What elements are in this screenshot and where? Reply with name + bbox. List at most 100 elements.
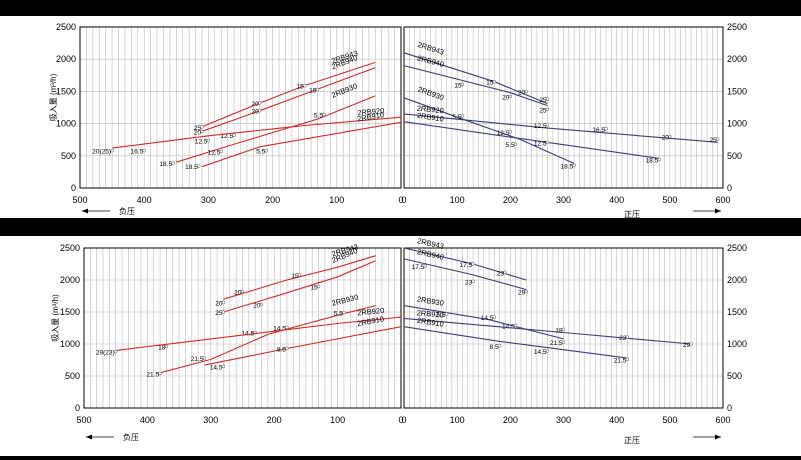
data-point-label: 12.5 (534, 123, 547, 130)
data-point-label: 20 (253, 302, 261, 309)
data-point-marker (508, 130, 513, 134)
bottom-black-bar (0, 456, 801, 460)
data-point-label: 18.5 (560, 163, 573, 170)
y-tick-label: 1500 (727, 307, 747, 317)
series-line-2RB930 (403, 97, 575, 165)
y-axis-label: 吸入量 (m³/h) (49, 73, 58, 121)
x-tick-label: 500 (662, 195, 677, 205)
data-point-marker (498, 344, 502, 348)
y-tick-label: 0 (727, 403, 732, 413)
data-point-marker (221, 364, 226, 369)
x-tick-label: 300 (556, 415, 571, 425)
x-tick-label: 100 (329, 195, 344, 205)
data-point-marker (258, 109, 262, 113)
x-tick-label: 0 (401, 415, 406, 425)
data-point-marker (232, 133, 236, 137)
data-point-label: 25 (709, 137, 717, 144)
data-point-label: 5.5 (334, 311, 343, 318)
x-tick-label: 300 (203, 415, 218, 425)
data-point-label: 25 (215, 310, 223, 317)
left-panel-frame (79, 26, 402, 189)
data-point-marker (316, 284, 321, 289)
x-tick-label: 400 (137, 195, 152, 205)
data-point-label: 14.5 (534, 349, 547, 356)
data-point-label: 21.5 (146, 371, 159, 378)
right-arrow-head (715, 208, 721, 214)
data-point-label: 12.5 (497, 130, 510, 137)
data-point-marker (164, 344, 169, 349)
data-point-marker (142, 148, 146, 153)
data-point-label: 20 (662, 134, 670, 141)
data-point-label: 20 (252, 109, 260, 116)
data-point-label: 20 (215, 300, 223, 307)
y-tick-label: 0 (71, 183, 76, 193)
data-point-label: 14.5 (273, 325, 286, 332)
data-point-label: 18 (555, 327, 563, 334)
series-name-label: 2RB930 (331, 292, 359, 307)
series-name-label: 2RB910 (416, 316, 444, 329)
series-line-2RB910 (204, 326, 402, 366)
data-point-label: 20(25) (92, 149, 111, 156)
series-line-2RB943 (223, 255, 376, 300)
data-point-marker (303, 83, 307, 88)
data-point-label: 18 (158, 345, 166, 352)
data-point-marker (264, 148, 268, 153)
data-point-marker (200, 125, 204, 129)
x-tick-label: 200 (503, 415, 518, 425)
data-point-marker (561, 340, 566, 344)
data-point-label: 8.5 (277, 346, 286, 353)
data-point-label: 20 (194, 129, 202, 136)
data-point-marker (219, 149, 223, 153)
x-axis-label-right: 正压 (624, 436, 640, 445)
data-point-label: 15 (486, 80, 494, 87)
x-tick-label: 400 (609, 195, 624, 205)
x-tick-label: 600 (715, 195, 730, 205)
data-point-label: 5.5 (506, 142, 515, 149)
x-tick-label: 300 (556, 195, 571, 205)
series-name-label: 2RB920 (416, 104, 444, 116)
data-point-marker (460, 82, 465, 87)
series-line-2RB910 (201, 121, 402, 168)
data-point-label: 18.5 (185, 164, 198, 171)
y-tick-label: 500 (727, 371, 742, 381)
series-line-2RB930 (176, 95, 376, 163)
data-point-marker (171, 161, 175, 165)
data-point-label: 5.5 (256, 149, 265, 156)
data-point-label: 29(23) (96, 350, 115, 357)
y-tick-label: 500 (65, 371, 80, 381)
y-tick-label: 500 (727, 151, 742, 161)
data-point-label: 20 (252, 101, 260, 108)
data-point-marker (657, 157, 661, 162)
series-name-label: 2RB930 (416, 294, 444, 307)
data-point-label: 23 (465, 279, 473, 286)
data-point-label: 8.5 (490, 344, 499, 351)
y-tick-label: 2500 (56, 22, 76, 32)
left-arrow-head (82, 208, 88, 214)
y-tick-label: 1500 (60, 307, 80, 317)
data-point-marker (444, 312, 449, 316)
data-point-label: 16.5 (592, 127, 605, 134)
data-point-marker (460, 114, 465, 118)
x-tick-label: 500 (76, 415, 91, 425)
x-tick-label: 400 (609, 415, 624, 425)
data-point-marker (471, 262, 475, 266)
x-tick-label: 100 (450, 195, 465, 205)
data-point-label: 23 (497, 270, 505, 277)
data-point-label: 17.5 (412, 264, 425, 271)
series-name-label: 2RB930 (330, 81, 359, 99)
x-tick-label: 500 (72, 195, 87, 205)
data-point-label: 12.5 (220, 133, 233, 140)
data-point-marker (513, 142, 518, 146)
data-point-marker (113, 349, 118, 354)
series-line-2RB940 (403, 65, 548, 107)
data-point-marker (342, 310, 346, 315)
data-point-marker (545, 140, 550, 144)
series-line-2RB940 (201, 67, 376, 132)
y-tick-label: 1500 (727, 86, 747, 96)
data-point-marker (492, 315, 497, 319)
series-line-2RB910 (403, 121, 660, 159)
data-point-marker (259, 302, 264, 307)
data-point-label: 21.5 (614, 357, 627, 364)
data-point-marker (322, 112, 326, 117)
